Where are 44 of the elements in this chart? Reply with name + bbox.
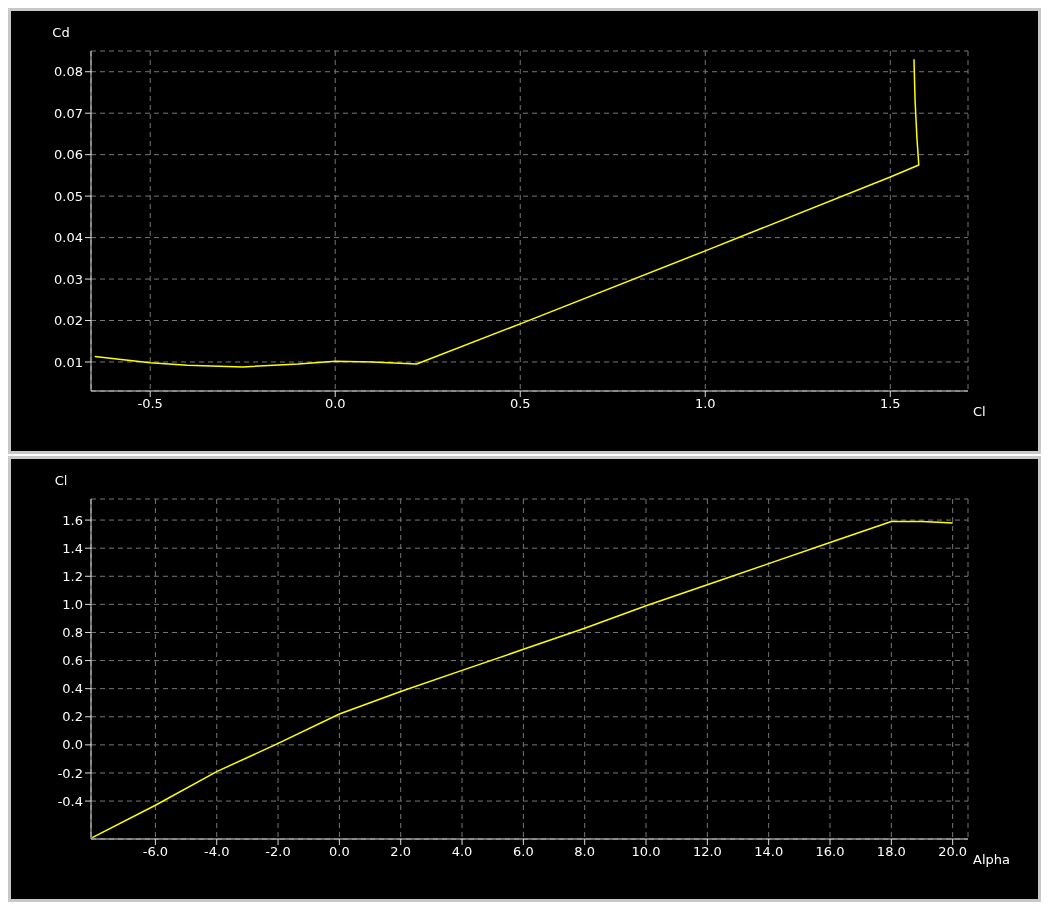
y-axis-title: Cl <box>54 473 68 488</box>
y-tick-label: 0.2 <box>62 709 83 725</box>
y-tick-label: 1.6 <box>62 512 83 528</box>
x-tick-label: 0.0 <box>329 844 350 860</box>
y-tick-label: 0.0 <box>62 737 83 753</box>
x-tick-label: -0.5 <box>137 396 163 412</box>
y-tick-label: 1.0 <box>62 596 83 612</box>
y-axis-title: Cd <box>52 25 70 40</box>
x-tick-label: 18.0 <box>876 844 906 860</box>
x-tick-label: 0.5 <box>509 396 531 412</box>
x-tick-label: 14.0 <box>754 844 784 860</box>
y-tick-label: 0.05 <box>54 188 83 204</box>
y-tick-label: 0.08 <box>54 64 83 80</box>
x-axis-title: Alpha <box>973 851 1010 867</box>
x-tick-label: 12.0 <box>692 844 722 860</box>
y-tick-label: 0.4 <box>62 681 83 697</box>
y-tick-label: -0.4 <box>57 793 83 809</box>
x-tick-label: 1.5 <box>879 396 901 412</box>
x-axis-title: Cl <box>973 403 986 419</box>
y-tick-label: 0.6 <box>62 653 83 669</box>
x-tick-label: -4.0 <box>204 844 230 860</box>
y-tick-label: -0.2 <box>57 765 83 781</box>
x-tick-label: 1.0 <box>694 396 716 412</box>
x-tick-label: -6.0 <box>142 844 169 860</box>
y-tick-label: 1.2 <box>62 568 83 584</box>
y-tick-label: 0.02 <box>54 313 83 329</box>
x-tick-label: 20.0 <box>938 844 968 860</box>
x-tick-label: 16.0 <box>815 844 845 860</box>
y-tick-label: 0.01 <box>54 354 83 370</box>
x-tick-label: -2.0 <box>265 844 291 860</box>
y-tick-label: 0.8 <box>62 625 83 641</box>
y-tick-label: 0.03 <box>54 271 83 287</box>
x-tick-label: 0.0 <box>324 396 346 412</box>
y-tick-label: 0.07 <box>54 105 83 121</box>
y-tick-label: 1.4 <box>62 540 83 556</box>
line-series <box>91 520 954 839</box>
x-tick-label: 6.0 <box>513 844 534 860</box>
line-series <box>93 58 920 368</box>
x-tick-label: 10.0 <box>631 844 661 860</box>
y-tick-label: 0.04 <box>54 230 83 246</box>
x-tick-label: 8.0 <box>574 844 596 860</box>
x-tick-label: 4.0 <box>451 844 473 860</box>
x-tick-label: 2.0 <box>390 844 412 860</box>
y-tick-label: 0.06 <box>54 147 83 163</box>
